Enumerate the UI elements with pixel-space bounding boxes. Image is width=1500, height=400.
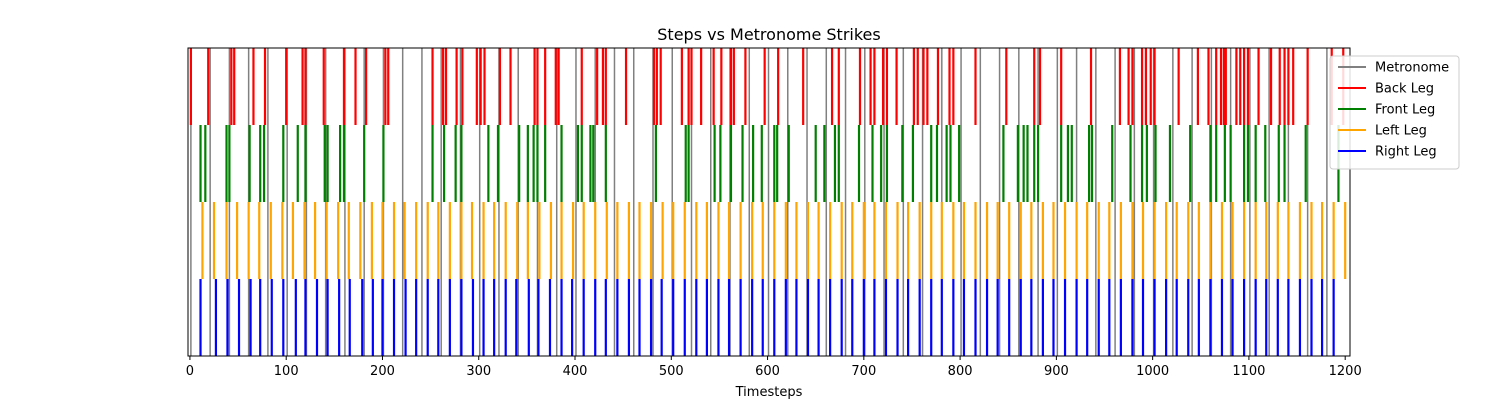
legend-label-left-leg: Left Leg bbox=[1375, 124, 1427, 139]
x-tick-label: 1200 bbox=[1329, 364, 1362, 379]
x-axis: 0 100 200 300 400 500 600 700 800 900 1000 1100 1200 bbox=[186, 356, 1362, 379]
legend: Metronome Back Leg Front Leg Left Leg Right … bbox=[1329, 55, 1460, 170]
x-tick-label: 1000 bbox=[1136, 364, 1169, 379]
plot-frame bbox=[187, 47, 1351, 357]
back-leg-series bbox=[189, 48, 1345, 125]
x-tick-label: 300 bbox=[466, 364, 491, 379]
legend-box bbox=[1329, 55, 1460, 170]
x-tick-label: 200 bbox=[370, 364, 395, 379]
x-tick-label: 500 bbox=[659, 364, 684, 379]
x-tick-label: 600 bbox=[755, 364, 780, 379]
chart-title: Steps vs Metronome Strikes bbox=[657, 25, 880, 44]
right-leg-series bbox=[199, 279, 1335, 356]
x-tick-label: 900 bbox=[1044, 364, 1069, 379]
x-axis-label: Timesteps bbox=[735, 385, 803, 400]
left-leg-series bbox=[201, 202, 1347, 279]
legend-label-front-leg: Front Leg bbox=[1375, 103, 1435, 118]
x-tick-label: 1100 bbox=[1232, 364, 1265, 379]
x-tick-label: 100 bbox=[274, 364, 299, 379]
front-leg-series bbox=[199, 125, 1340, 202]
legend-label-back-leg: Back Leg bbox=[1375, 82, 1434, 97]
x-tick-label: 400 bbox=[563, 364, 588, 379]
legend-label-metronome: Metronome bbox=[1375, 61, 1449, 76]
x-tick-label: 700 bbox=[851, 364, 876, 379]
x-tick-label: 800 bbox=[948, 364, 973, 379]
legend-label-right-leg: Right Leg bbox=[1375, 145, 1437, 160]
plot-area bbox=[189, 48, 1347, 356]
x-tick-label: 0 bbox=[186, 364, 194, 379]
